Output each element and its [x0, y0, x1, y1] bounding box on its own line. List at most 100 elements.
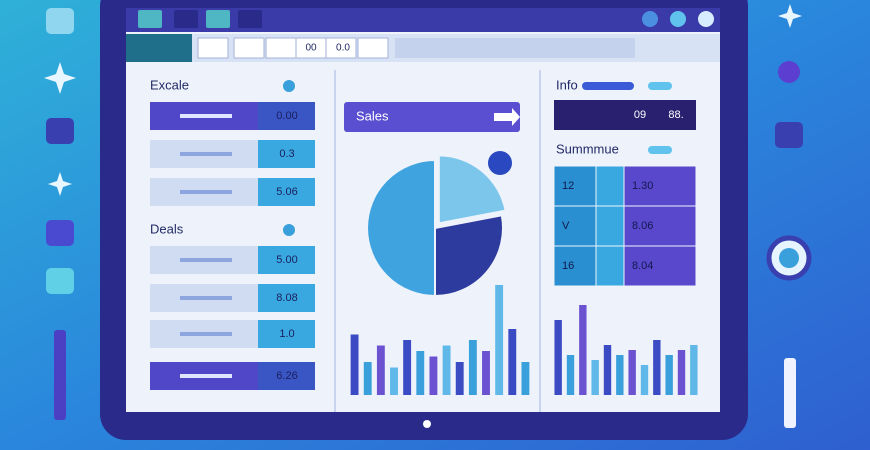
toolbar-button[interactable] — [206, 10, 230, 28]
bar — [442, 345, 451, 395]
toolbar-button[interactable] — [174, 10, 198, 28]
window-button[interactable] — [698, 11, 714, 27]
row-bar — [180, 374, 232, 378]
bar — [482, 351, 490, 395]
bar — [429, 356, 438, 395]
bar — [508, 329, 517, 395]
pie-slice — [434, 214, 504, 298]
bar — [640, 365, 649, 395]
table-text: 1.30 — [632, 180, 653, 192]
bar — [566, 355, 575, 395]
pill — [582, 82, 634, 90]
pen — [54, 330, 66, 420]
bar — [616, 355, 624, 395]
table-text: 12 — [562, 180, 574, 192]
table-cell — [595, 245, 625, 287]
arrow — [494, 108, 520, 126]
side-icon — [775, 122, 803, 148]
toggle[interactable] — [283, 224, 295, 236]
side-icon — [46, 8, 74, 34]
table-cell — [553, 165, 597, 207]
side-icon — [46, 118, 74, 144]
sparkle — [778, 4, 802, 28]
toolbar-button[interactable] — [138, 10, 162, 28]
bar — [603, 345, 612, 395]
bar — [628, 350, 636, 395]
value-cell — [258, 102, 315, 130]
value-text: 1.0 — [279, 328, 294, 340]
bar — [521, 362, 530, 395]
home-dot — [423, 420, 431, 428]
row-bar — [180, 114, 232, 118]
toolbar-cell[interactable] — [265, 37, 297, 59]
bar — [495, 285, 504, 395]
value-cell — [258, 178, 315, 206]
toolbar-cell[interactable] — [233, 37, 265, 59]
value-text: 5.00 — [276, 254, 297, 266]
value-text: 6.26 — [276, 370, 297, 382]
bar — [677, 350, 686, 395]
side-icon — [46, 220, 74, 246]
table-cell — [623, 165, 697, 207]
formula-bar — [395, 38, 635, 58]
bar — [403, 340, 412, 395]
value-cell — [258, 362, 315, 390]
table-cell — [553, 245, 597, 287]
toolbar-cell-text: 0.0 — [336, 43, 350, 54]
section-title: Summmue — [556, 141, 619, 156]
toolbar-cell[interactable] — [197, 37, 229, 59]
value-text: 5.06 — [276, 186, 297, 198]
section-title: Deals — [150, 221, 184, 236]
bar — [554, 320, 562, 395]
bar — [690, 345, 698, 395]
toggle[interactable] — [283, 80, 295, 92]
table-text: V — [562, 220, 570, 232]
info-text: 09 — [634, 109, 646, 121]
table-text: 8.04 — [632, 260, 653, 272]
table-text: 16 — [562, 260, 574, 272]
table-cell — [623, 245, 697, 287]
window-button[interactable] — [670, 11, 686, 27]
toolbar-cell[interactable] — [357, 37, 389, 59]
section-title: Info — [556, 77, 578, 92]
pill — [648, 146, 672, 154]
bar — [390, 367, 398, 395]
section-title: Excale — [150, 77, 189, 92]
bar — [455, 362, 464, 395]
row-bar — [180, 258, 232, 262]
bar — [416, 351, 425, 395]
table-cell — [623, 205, 697, 247]
info-text: 88. — [668, 109, 683, 121]
value-text: 0.3 — [279, 148, 294, 160]
value-cell — [258, 320, 315, 348]
value-text: 8.08 — [276, 292, 297, 304]
sparkle — [48, 172, 72, 196]
bar — [350, 334, 359, 395]
toolbar-cell-text: 00 — [305, 43, 317, 54]
window-button[interactable] — [642, 11, 658, 27]
side-icon — [46, 268, 74, 294]
row-bar — [180, 296, 232, 300]
toolbar-tab[interactable] — [126, 34, 192, 62]
bar — [363, 362, 372, 395]
gear — [778, 61, 800, 83]
row-bar — [180, 152, 232, 156]
table-text: 8.06 — [632, 220, 653, 232]
sparkle — [44, 62, 76, 94]
table-cell — [595, 165, 625, 207]
toolbar-cell[interactable] — [325, 37, 357, 59]
bar — [665, 355, 673, 395]
bar — [468, 340, 477, 395]
info-row[interactable] — [554, 100, 696, 130]
pen — [784, 358, 796, 428]
watch-face — [779, 248, 799, 268]
pie-badge — [488, 151, 512, 175]
row-bar — [180, 332, 232, 336]
sales-button[interactable] — [344, 102, 520, 132]
row-bar — [180, 190, 232, 194]
toolbar-button[interactable] — [238, 10, 262, 28]
value-text: 0.00 — [276, 110, 297, 122]
table-cell — [595, 205, 625, 247]
